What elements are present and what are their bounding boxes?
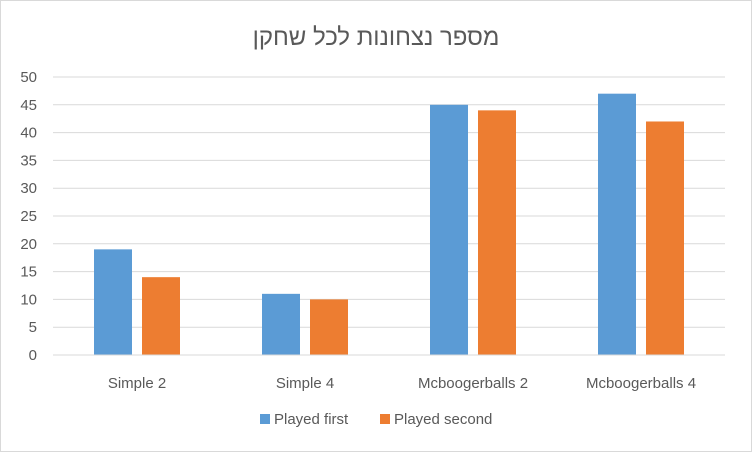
y-tick-label: 50 [20, 69, 37, 86]
y-tick-label: 0 [29, 347, 37, 364]
bar-played-first [262, 293, 300, 355]
bar-played-first [598, 93, 636, 356]
bar-played-second [142, 277, 180, 355]
bar-played-second [646, 121, 684, 355]
legend-swatch [380, 414, 390, 424]
bar-played-second [310, 299, 348, 355]
chart-title: מספר נצחונות לכל שחקן [253, 24, 500, 51]
x-tick-label: Simple 2 [108, 375, 166, 392]
y-tick-label: 15 [20, 264, 37, 281]
x-tick-label: Simple 4 [276, 375, 334, 392]
y-tick-label: 35 [20, 152, 37, 169]
legend-swatch [260, 414, 270, 424]
x-tick-label: Mcboogerballs 4 [586, 375, 696, 392]
y-axis-ticks: 0 5 10 15 20 25 30 35 40 45 50 [20, 69, 37, 364]
y-tick-label: 45 [20, 97, 37, 114]
bar-played-first [94, 249, 132, 355]
y-tick-label: 30 [20, 180, 37, 197]
y-tick-label: 20 [20, 236, 37, 253]
x-tick-label: Mcboogerballs 2 [418, 375, 528, 392]
bar-played-second [478, 110, 516, 355]
x-axis-ticks: Simple 2 Simple 4 Mcboogerballs 2 Mcboogerb… [108, 375, 696, 392]
y-tick-label: 5 [29, 319, 37, 336]
y-tick-label: 40 [20, 125, 37, 142]
y-tick-label: 25 [20, 208, 37, 225]
legend-label: Played first [274, 411, 349, 428]
y-tick-label: 10 [20, 291, 37, 308]
bars [94, 93, 684, 356]
bar-played-first [430, 104, 468, 355]
legend: Played first Played second [260, 411, 492, 428]
legend-label: Played second [394, 411, 492, 428]
